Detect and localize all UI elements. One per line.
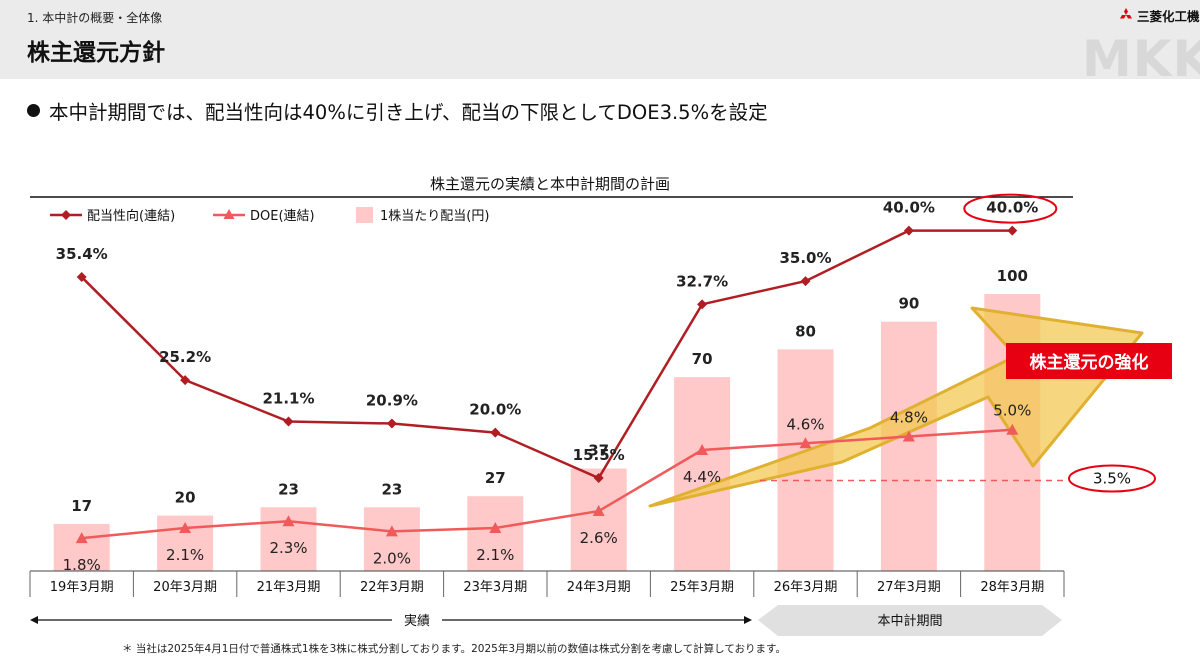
payout-ratio-label: 20.0% — [469, 401, 521, 419]
bar-value-label: 27 — [485, 469, 506, 487]
payout-ratio-point — [180, 375, 191, 386]
doe-label: 4.6% — [786, 415, 824, 433]
payout-ratio-point — [386, 418, 397, 429]
payout-ratio-label: 35.0% — [779, 249, 831, 267]
x-tick-label: 21年3月期 — [257, 580, 321, 595]
doe-label: 2.1% — [166, 546, 204, 564]
period-label-plan: 本中計期間 — [877, 613, 942, 629]
x-tick-label: 23年3月期 — [463, 580, 527, 595]
bar-value-label: 17 — [71, 497, 92, 515]
key-message: 本中計期間では、配当性向は40%に引き上げ、配当の下限としてDOE3.5%を設定 — [27, 96, 768, 125]
legend-marker-payout — [61, 210, 71, 220]
bar-dividend — [880, 321, 937, 571]
section-label: 1. 本中計の概要・全体像 — [27, 11, 163, 25]
payout-ratio-label: 35.4% — [56, 245, 108, 263]
x-tick-label: 27年3月期 — [877, 580, 941, 595]
doe-point — [489, 522, 502, 534]
x-tick-label: 28年3月期 — [980, 580, 1044, 595]
bar-value-label: 37 — [588, 442, 609, 460]
payout-ratio-point — [593, 473, 604, 484]
callout-text: 株主還元の強化 — [1030, 352, 1149, 373]
doe-point — [385, 525, 398, 537]
payout-ratio-label: 15.5% — [573, 446, 625, 464]
bar-value-label: 23 — [278, 480, 299, 498]
payout-ratio-line — [80, 229, 1013, 480]
doe-label: 4.4% — [683, 468, 721, 486]
payout-ratio-point — [1007, 225, 1018, 236]
doe-point — [696, 444, 709, 456]
doe-floor-circle — [1068, 464, 1156, 493]
bar-value-label: 20 — [175, 489, 196, 507]
payout-ratio-point — [76, 272, 87, 283]
bar-value-label: 90 — [898, 295, 919, 313]
doe-floor-label: 3.5% — [1093, 470, 1131, 488]
doe-point — [902, 430, 915, 442]
chart-title: 株主還元の実績と本中計期間の計画 — [430, 175, 670, 193]
footnote: ＊ 当社は2025年4月1日付で普通株式1株を3株に株式分割しております。202… — [122, 642, 786, 655]
bar-value-label: 23 — [381, 480, 402, 498]
legend-label-doe: DOE(連結) — [250, 209, 315, 224]
doe-label: 1.8% — [63, 556, 101, 574]
bullet-icon — [27, 104, 40, 117]
bar-dividend — [570, 468, 627, 571]
logo-text: 三菱化工機 — [1137, 8, 1200, 24]
doe-point — [592, 505, 605, 517]
payout-ratio-point — [697, 299, 708, 310]
payout-ratio-label: 20.9% — [366, 392, 418, 410]
key-message-text: 本中計期間では、配当性向は40%に引き上げ、配当の下限としてDOE3.5%を設定 — [49, 101, 768, 124]
doe-line — [81, 428, 1013, 540]
x-tick-label: 20年3月期 — [153, 580, 217, 595]
three-diamonds-icon — [1120, 8, 1132, 19]
header-bar: 1. 本中計の概要・全体像 株主還元方針 MKK 三菱化工機 — [0, 0, 1200, 79]
doe-label: 5.0% — [993, 402, 1031, 420]
doe-point — [75, 532, 88, 544]
payout-ratio-point — [283, 416, 294, 427]
company-logo: 三菱化工機 — [1119, 6, 1200, 24]
bar-dividend — [53, 523, 110, 571]
legend-label-payout: 配当性向(連結) — [87, 208, 175, 224]
doe-label: 2.6% — [580, 529, 618, 547]
x-tick-label: 24年3月期 — [567, 580, 631, 595]
bar-value-label: 70 — [692, 350, 713, 368]
x-tick-label: 22年3月期 — [360, 580, 424, 595]
doe-point — [282, 515, 295, 527]
payout-highlight-circle — [963, 193, 1058, 224]
arrow-right-icon — [744, 616, 752, 624]
bar-value-label: 80 — [795, 322, 816, 340]
payout-ratio-label: 40.0% — [986, 199, 1038, 217]
payout-ratio-label: 21.1% — [262, 389, 314, 407]
legend-label-dividend: 1株当たり配当(円) — [380, 209, 489, 224]
payout-ratio-label: 40.0% — [883, 199, 935, 217]
page-title: 株主還元方針 — [27, 40, 165, 66]
doe-point — [1006, 423, 1019, 435]
actual-label-bg — [392, 610, 442, 630]
doe-point — [799, 437, 812, 449]
payout-ratio-point — [800, 276, 811, 287]
payout-ratio-point — [903, 225, 914, 236]
doe-label: 4.8% — [890, 408, 928, 426]
payout-ratio-point — [490, 427, 501, 438]
doe-point — [179, 522, 192, 534]
doe-label: 2.0% — [373, 549, 411, 567]
x-tick-label: 26年3月期 — [774, 580, 838, 595]
bar-dividend — [674, 377, 731, 571]
legend-marker-doe — [223, 209, 235, 219]
legend-swatch-dividend — [356, 207, 373, 223]
x-tick-label: 19年3月期 — [50, 580, 114, 595]
x-tick-label: 25年3月期 — [670, 580, 734, 595]
doe-label: 2.3% — [269, 539, 307, 557]
doe-label: 2.1% — [476, 546, 514, 564]
payout-ratio-label: 25.2% — [159, 348, 211, 366]
bar-dividend — [467, 496, 524, 571]
period-label-actual: 実績 — [404, 613, 430, 629]
arrow-left-icon — [30, 616, 38, 624]
plan-period-arrow — [758, 605, 1062, 636]
payout-ratio-label: 32.7% — [676, 272, 728, 290]
bar-value-label: 100 — [997, 267, 1028, 285]
watermark: MKK — [1082, 30, 1200, 79]
callout-box — [1006, 343, 1172, 379]
bar-dividend — [363, 507, 420, 571]
